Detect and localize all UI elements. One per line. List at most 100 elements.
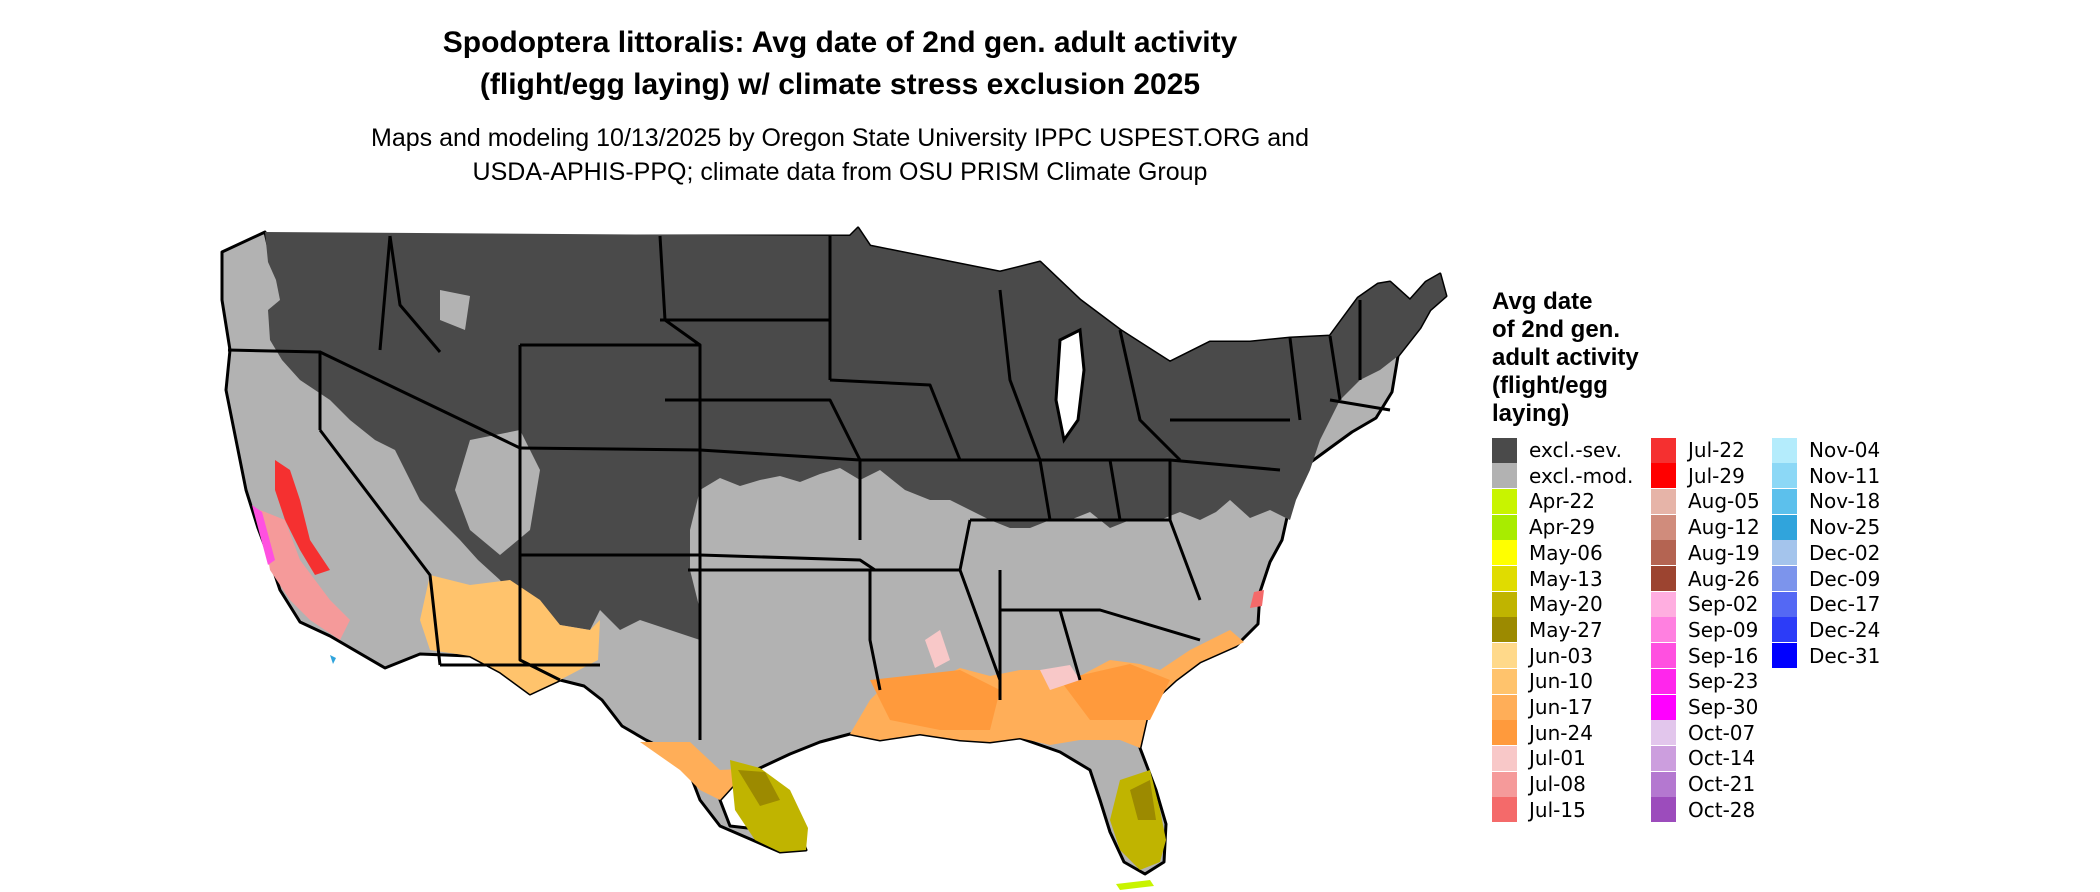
legend-label: Jun-10: [1529, 669, 1593, 694]
legend-swatch: [1651, 488, 1676, 514]
legend-swatch: [1772, 514, 1797, 540]
legend-label: Dec-24: [1809, 617, 1881, 642]
legend-swatch: [1492, 745, 1517, 771]
legend-swatch: [1492, 591, 1517, 617]
legend-label: May-06: [1529, 540, 1603, 565]
map-title-line1: Spodoptera littoralis: Avg date of 2nd g…: [442, 26, 1238, 59]
legend-item: Jul-08: [1492, 771, 1586, 797]
legend-label: Oct-21: [1688, 772, 1756, 797]
legend-label: Oct-07: [1688, 720, 1756, 745]
orange-band-darker: [870, 670, 1000, 730]
legend-swatch: [1772, 591, 1797, 617]
legend-item: Aug-12: [1651, 514, 1760, 540]
legend-swatch: [1492, 514, 1517, 540]
legend-item: Sep-02: [1651, 591, 1758, 617]
south-pink-patch: [1040, 665, 1080, 690]
legend-swatch: [1772, 488, 1797, 514]
legend-label: Jun-03: [1529, 643, 1593, 668]
legend-item: Aug-05: [1651, 488, 1760, 514]
exclusion-severe-region: [265, 228, 1446, 640]
legend-swatch: [1651, 463, 1676, 489]
legend-item: Dec-09: [1772, 566, 1880, 592]
legend-label: Sep-02: [1688, 592, 1759, 617]
legend-label: excl.-sev.: [1529, 438, 1622, 462]
legend-label: Jul-08: [1529, 772, 1586, 797]
legend-item: Apr-29: [1492, 514, 1595, 540]
legend-item: excl.-mod.: [1492, 463, 1633, 489]
legend-item: Sep-16: [1651, 643, 1758, 669]
legend-label: Aug-05: [1688, 489, 1760, 514]
legend-label: Sep-09: [1688, 617, 1759, 642]
legend-swatch: [1492, 771, 1517, 797]
legend-label: Oct-28: [1688, 797, 1756, 822]
legend-swatch: [1651, 437, 1676, 463]
legend-item: Sep-30: [1651, 694, 1758, 720]
legend-label: Dec-31: [1809, 643, 1881, 668]
legend-swatch: [1492, 437, 1517, 463]
lake-michigan: [1054, 327, 1086, 444]
legend-item: Sep-23: [1651, 668, 1758, 694]
mountain-light-patch: [440, 290, 470, 330]
legend-item: Dec-24: [1772, 617, 1880, 643]
legend-title-line: (flight/egg: [1492, 372, 1608, 399]
california-magenta-patch: [252, 505, 275, 565]
legend-label: Jul-15: [1529, 797, 1586, 822]
legend-swatch: [1651, 720, 1676, 746]
legend-item: Nov-11: [1772, 463, 1880, 489]
legend-item: excl.-sev.: [1492, 437, 1622, 463]
legend-label: Jul-29: [1688, 463, 1745, 488]
legend-swatch: [1492, 797, 1517, 823]
coastal-blue-islands: [330, 655, 336, 664]
legend-swatch: [1651, 797, 1676, 823]
legend-label: Dec-02: [1809, 540, 1881, 565]
legend-swatch: [1651, 643, 1676, 669]
legend-label: Dec-09: [1809, 566, 1881, 591]
orange-band-darker: [1060, 664, 1170, 720]
legend-swatch: [1651, 694, 1676, 720]
legend-label: Nov-04: [1809, 438, 1881, 462]
legend-label: Oct-14: [1688, 746, 1756, 771]
legend-label: Nov-11: [1809, 463, 1881, 488]
legend-swatch: [1651, 771, 1676, 797]
legend-swatch: [1492, 643, 1517, 669]
legend-item: May-06: [1492, 540, 1603, 566]
legend-label: Aug-12: [1688, 515, 1760, 540]
legend-title-line: laying): [1492, 400, 1570, 427]
legend-swatch: [1492, 540, 1517, 566]
florida-may-dark: [1130, 780, 1156, 820]
legend-swatch: [1772, 463, 1797, 489]
legend-item: Dec-02: [1772, 540, 1880, 566]
coastal-red-patch: [1250, 590, 1264, 608]
legend-label: Jul-22: [1688, 438, 1745, 462]
south-pink-patch: [925, 630, 950, 668]
florida-keys: [1116, 880, 1154, 890]
legend-swatch: [1772, 643, 1797, 669]
legend-item: Nov-04: [1772, 437, 1880, 463]
legend-item: Oct-28: [1651, 797, 1755, 823]
legend-swatch: [1492, 720, 1517, 746]
legend-title-line: Avg date: [1492, 288, 1593, 315]
legend-item: Nov-25: [1772, 514, 1880, 540]
legend-item: Jun-03: [1492, 643, 1593, 669]
california-red-patch: [275, 460, 330, 575]
legend-swatch: [1772, 566, 1797, 591]
state-borders: [227, 235, 1391, 740]
legend-label: May-27: [1529, 617, 1603, 642]
legend-swatch: [1651, 668, 1676, 694]
legend-label: Apr-29: [1529, 515, 1595, 540]
legend-swatch: [1492, 617, 1517, 643]
legend-label: Sep-16: [1688, 643, 1759, 668]
legend-item: May-27: [1492, 617, 1603, 643]
legend-swatch: [1651, 617, 1676, 643]
legend-item: Dec-31: [1772, 643, 1880, 669]
legend-label: Aug-26: [1688, 566, 1760, 591]
texas-coast-may-dark: [738, 770, 780, 806]
legend-swatch: [1492, 488, 1517, 514]
legend-item: Jun-10: [1492, 668, 1593, 694]
legend-item: Apr-22: [1492, 488, 1595, 514]
legend-item: Aug-19: [1651, 540, 1760, 566]
legend-label: Jun-24: [1529, 720, 1593, 745]
legend-title-line: adult activity: [1492, 344, 1639, 371]
legend-swatch: [1492, 566, 1517, 591]
